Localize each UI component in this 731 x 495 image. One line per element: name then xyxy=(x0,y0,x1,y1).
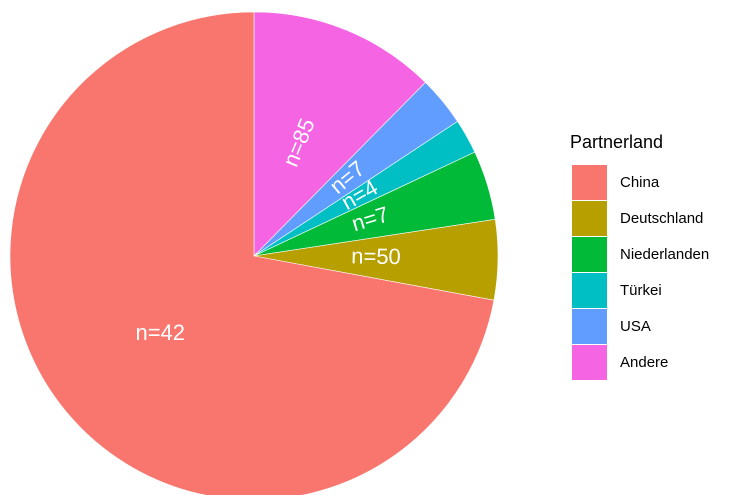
legend-key xyxy=(572,273,607,308)
legend-label: Deutschland xyxy=(620,210,703,227)
pie-slice xyxy=(9,11,495,495)
legend-label: Türkei xyxy=(620,282,662,299)
legend-label: USA xyxy=(620,318,651,335)
legend-label: Andere xyxy=(620,354,668,371)
legend-key xyxy=(572,345,607,380)
legend-key xyxy=(572,309,607,344)
pie-slice xyxy=(253,11,426,257)
legend-key xyxy=(572,201,607,236)
slice-label: n=50 xyxy=(351,243,401,269)
legend-key xyxy=(572,165,607,200)
legend-title: Partnerland xyxy=(570,132,663,152)
slice-label: n=42 xyxy=(135,320,185,345)
legend-label: Niederlanden xyxy=(620,246,709,263)
legend-label: China xyxy=(620,174,660,191)
legend-key xyxy=(572,237,607,272)
